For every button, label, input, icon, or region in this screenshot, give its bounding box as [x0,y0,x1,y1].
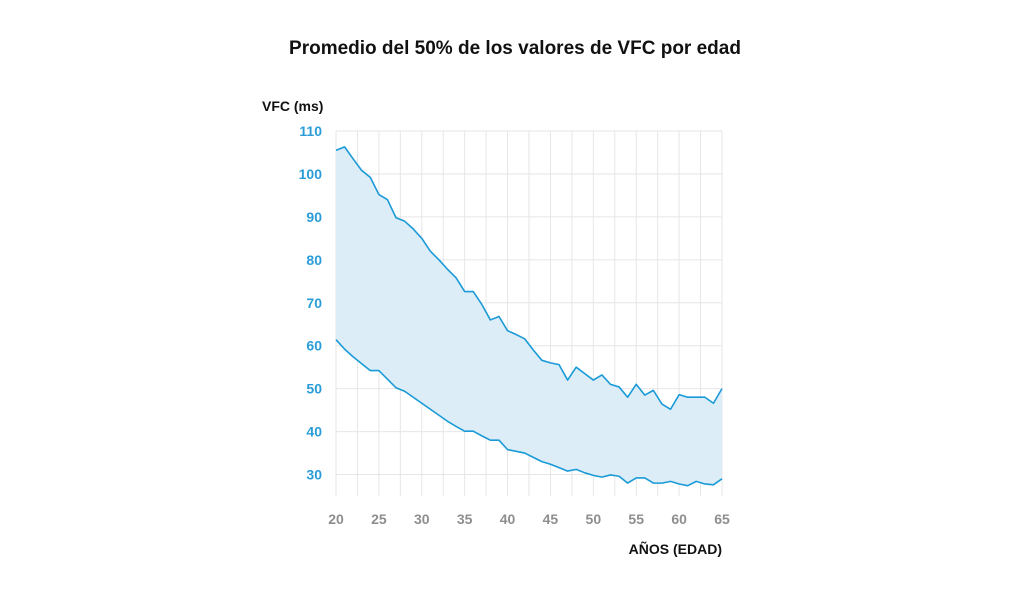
y-tick-label: 60 [306,338,322,354]
chart-title: Promedio del 50% de los valores de VFC p… [289,38,741,59]
x-tick-label: 20 [328,511,344,527]
y-tick-label: 90 [306,209,322,225]
x-tick-label: 35 [457,511,473,527]
x-tick-label: 25 [371,511,387,527]
x-tick-label: 60 [671,511,687,527]
y-tick-label: 50 [306,381,322,397]
hrv-band-area [336,146,722,486]
tick-labels-group: 30 40 50 60 70 80 90 100 110 20 25 30 35 40 45 50 55 60 65 [299,123,730,527]
x-tick-label: 45 [543,511,559,527]
y-tick-label: 40 [306,424,322,440]
x-tick-label: 40 [500,511,516,527]
x-tick-label: 50 [586,511,602,527]
series-line-upper [335,146,723,411]
y-axis-label: VFC (ms) [262,98,323,114]
x-tick-label: 55 [628,511,644,527]
x-tick-label: 30 [414,511,430,527]
y-tick-label: 70 [306,295,322,311]
band-area-group [336,146,722,486]
series-lines-group [335,146,723,487]
y-tick-label: 110 [299,123,322,139]
x-tick-label: 65 [714,511,730,527]
x-axis-label: AÑOS (EDAD) [629,540,722,557]
y-tick-label: 80 [306,252,322,268]
y-tick-label: 30 [306,467,322,483]
series-line-lower [335,339,723,487]
y-tick-label: 100 [299,166,323,182]
